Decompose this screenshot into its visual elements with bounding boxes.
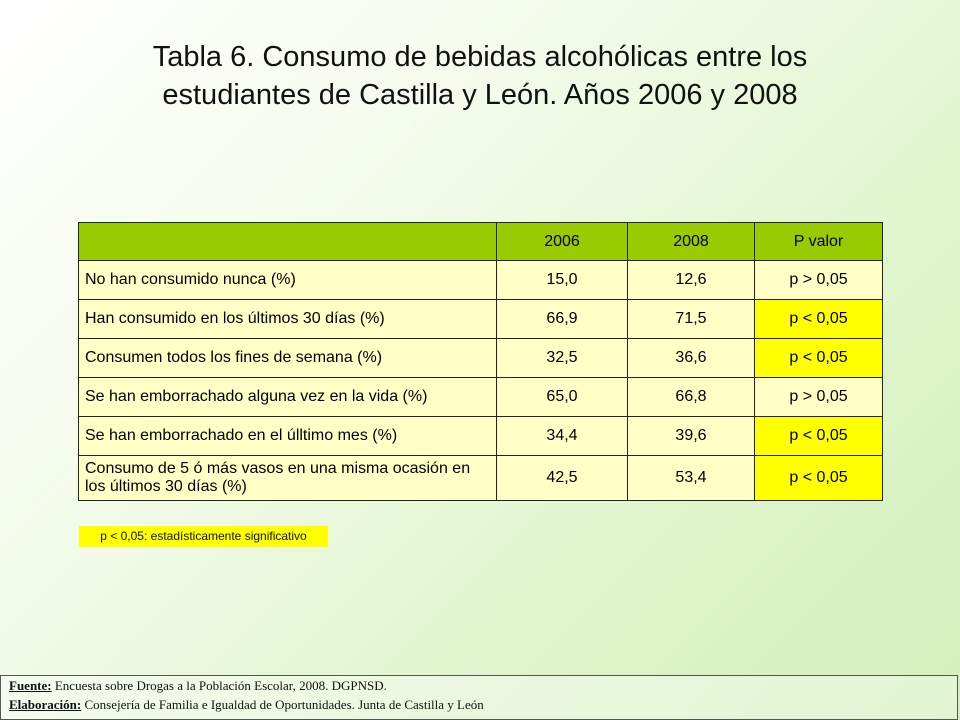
header-cell-2008: 2008 [627,222,755,261]
page-title: Tabla 6. Consumo de bebidas alcohólicas … [60,38,900,114]
table-row: Se han emborrachado alguna vez en la vid… [78,377,883,417]
value-2008: 66,8 [627,377,755,417]
row-label: Se han emborrachado en el úlltimo mes (%… [78,416,497,456]
p-value-significant: p < 0,05 [754,455,883,501]
row-label: No han consumido nunca (%) [78,260,497,300]
value-2006: 66,9 [496,299,628,339]
significance-legend: p < 0,05: estadísticamente significativo [79,526,328,547]
elaboration-key: Elaboración: [9,697,82,712]
value-2006: 42,5 [496,455,628,501]
value-2008: 71,5 [627,299,755,339]
table-header-row: 2006 2008 P valor [78,222,883,261]
value-2006: 32,5 [496,338,628,378]
source-key: Fuente: [9,678,52,693]
header-cell-p-valor: P valor [754,222,883,261]
p-value: p > 0,05 [754,377,883,417]
row-label: Han consumido en los últimos 30 días (%) [78,299,497,339]
value-2006: 65,0 [496,377,628,417]
row-label: Se han emborrachado alguna vez en la vid… [78,377,497,417]
elaboration-text: Consejería de Familia e Igualdad de Opor… [81,697,484,712]
p-value: p > 0,05 [754,260,883,300]
value-2006: 34,4 [496,416,628,456]
table-row: Han consumido en los últimos 30 días (%)… [78,299,883,339]
p-value-significant: p < 0,05 [754,338,883,378]
row-label: Consumen todos los fines de semana (%) [78,338,497,378]
value-2006: 15,0 [496,260,628,300]
source-footer: Fuente: Encuesta sobre Drogas a la Pobla… [0,675,958,720]
value-2008: 39,6 [627,416,755,456]
source-text: Encuesta sobre Drogas a la Población Esc… [51,678,387,693]
title-line-2: estudiantes de Castilla y León. Años 200… [162,79,798,111]
p-value-significant: p < 0,05 [754,416,883,456]
value-2008: 12,6 [627,260,755,300]
value-2008: 53,4 [627,455,755,501]
header-cell-2006: 2006 [496,222,628,261]
value-2008: 36,6 [627,338,755,378]
table-row: Consumo de 5 ó más vasos en una misma oc… [78,455,883,501]
elaboration-line: Elaboración: Consejería de Familia e Igu… [9,697,484,713]
table-row: Consumen todos los fines de semana (%) 3… [78,338,883,378]
title-line-1: Tabla 6. Consumo de bebidas alcohólicas … [152,41,808,73]
alcohol-consumption-table: 2006 2008 P valor No han consumido nunca… [78,222,883,501]
header-cell-empty [78,222,497,261]
table-row: Se han emborrachado en el úlltimo mes (%… [78,416,883,456]
table-row: No han consumido nunca (%) 15,0 12,6 p >… [78,260,883,300]
p-value-significant: p < 0,05 [754,299,883,339]
source-line: Fuente: Encuesta sobre Drogas a la Pobla… [9,678,387,694]
row-label: Consumo de 5 ó más vasos en una misma oc… [78,455,497,501]
